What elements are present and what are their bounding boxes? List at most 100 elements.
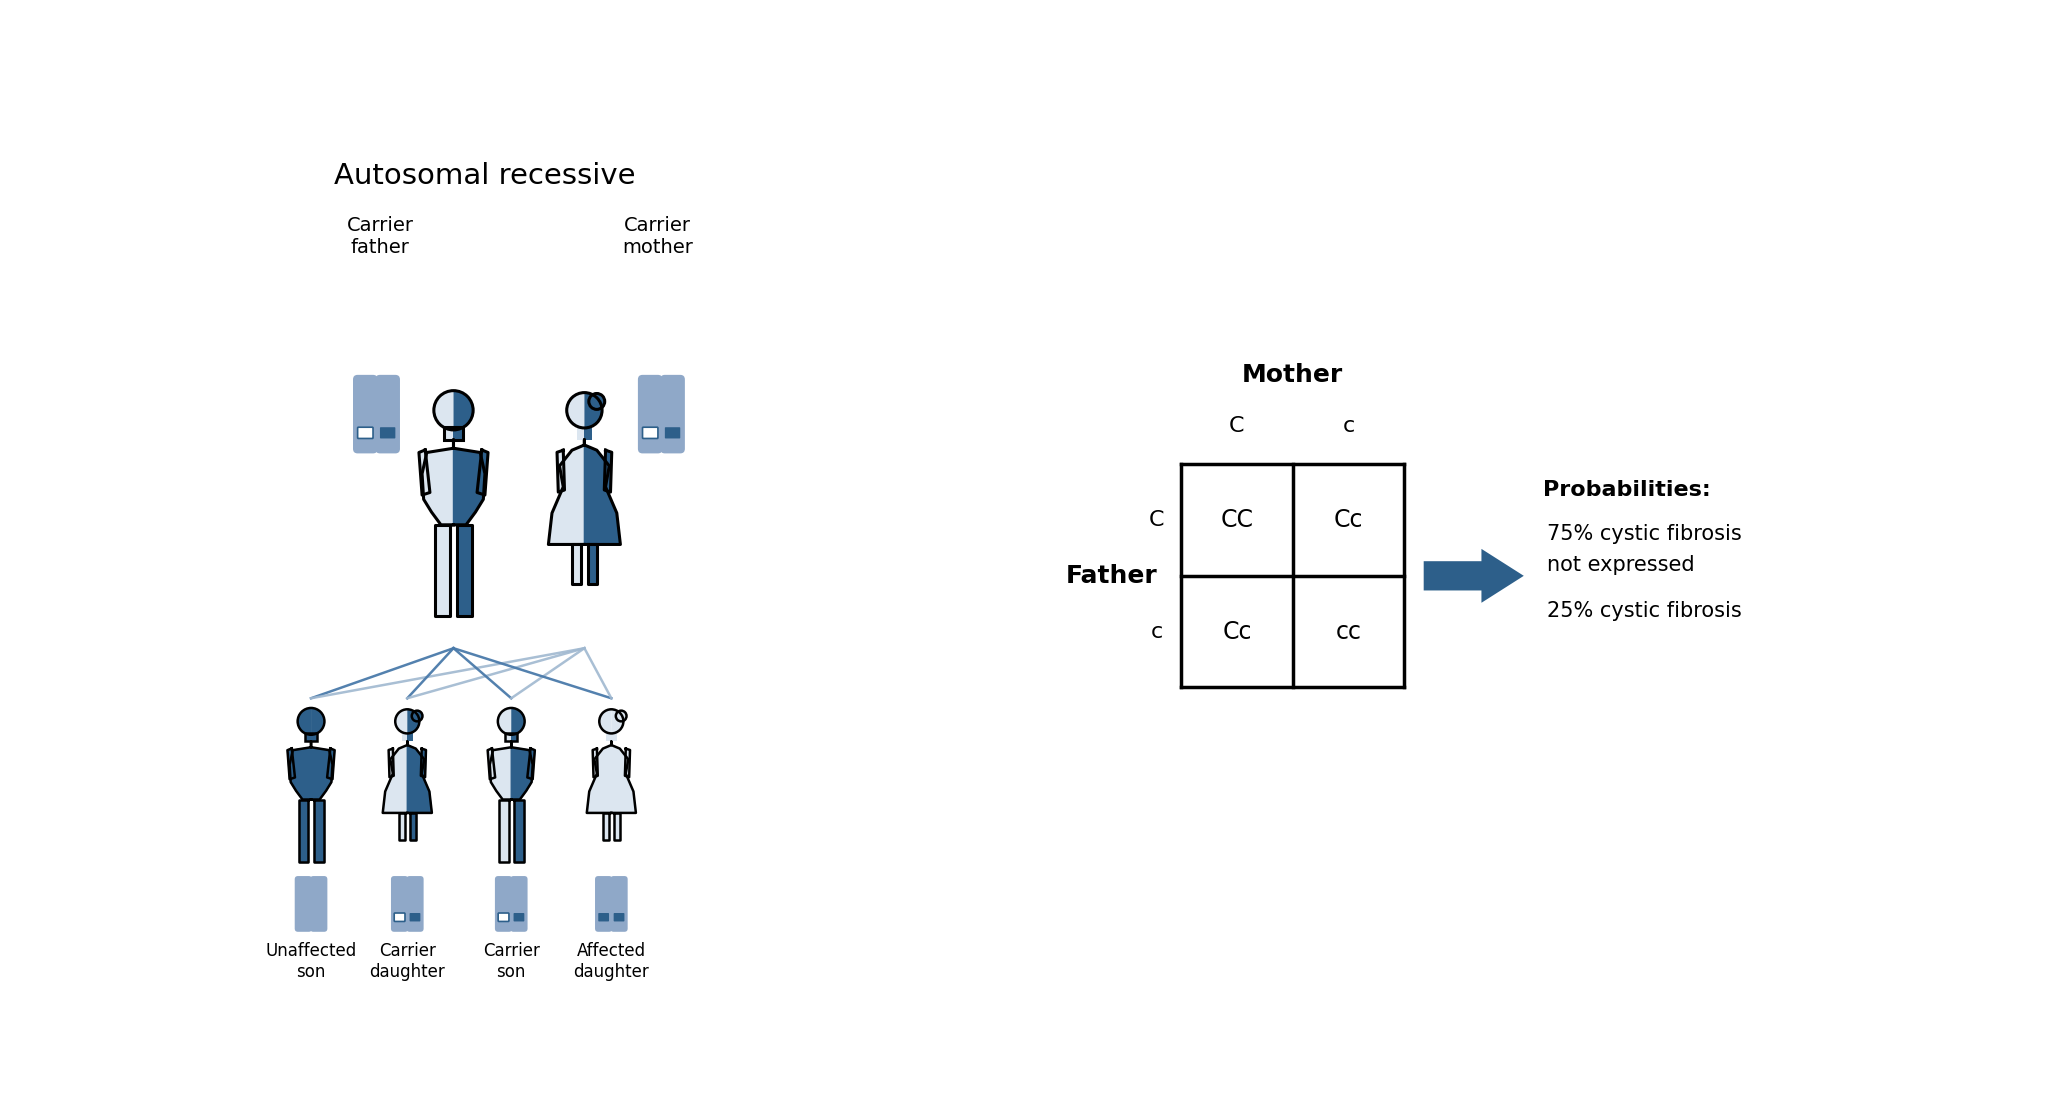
FancyBboxPatch shape (510, 876, 528, 932)
Polygon shape (612, 742, 637, 813)
Bar (454, 427, 463, 440)
Wedge shape (297, 708, 311, 735)
FancyBboxPatch shape (495, 876, 512, 932)
Polygon shape (299, 800, 309, 862)
Text: Cc: Cc (1222, 620, 1251, 643)
Wedge shape (583, 393, 602, 428)
FancyBboxPatch shape (614, 913, 624, 922)
Text: 75% cystic fibrosis: 75% cystic fibrosis (1548, 525, 1742, 545)
Wedge shape (311, 708, 323, 735)
FancyBboxPatch shape (409, 913, 420, 922)
Polygon shape (422, 440, 454, 525)
Bar (311, 733, 317, 742)
Bar (606, 733, 612, 742)
FancyBboxPatch shape (643, 427, 657, 438)
FancyBboxPatch shape (598, 913, 610, 922)
Bar (612, 733, 616, 742)
Polygon shape (383, 742, 407, 813)
Bar (444, 427, 463, 440)
Polygon shape (477, 450, 487, 495)
Text: Carrier
daughter: Carrier daughter (368, 943, 444, 981)
FancyBboxPatch shape (665, 427, 680, 438)
FancyBboxPatch shape (596, 876, 612, 932)
Text: Mother: Mother (1243, 363, 1343, 387)
Polygon shape (422, 749, 426, 777)
Text: Probabilities:: Probabilities: (1543, 479, 1711, 499)
FancyBboxPatch shape (639, 375, 663, 454)
Wedge shape (620, 711, 626, 721)
Polygon shape (399, 813, 405, 840)
Polygon shape (571, 545, 581, 583)
Polygon shape (389, 749, 393, 777)
Bar (577, 427, 583, 440)
Polygon shape (624, 749, 630, 777)
FancyBboxPatch shape (514, 913, 524, 922)
FancyBboxPatch shape (391, 876, 407, 932)
Wedge shape (590, 394, 598, 409)
Wedge shape (612, 710, 624, 733)
Bar (506, 733, 512, 742)
Wedge shape (411, 711, 418, 721)
Text: Carrier
mother: Carrier mother (622, 216, 694, 257)
Text: Affected
daughter: Affected daughter (573, 943, 649, 981)
Bar (506, 733, 518, 742)
Polygon shape (313, 800, 323, 862)
Bar (407, 733, 413, 742)
Text: cc: cc (1335, 620, 1361, 643)
Wedge shape (567, 393, 583, 428)
Polygon shape (587, 742, 612, 813)
Polygon shape (409, 813, 416, 840)
FancyBboxPatch shape (309, 876, 328, 932)
Text: c: c (1150, 622, 1163, 642)
Polygon shape (528, 749, 534, 780)
FancyBboxPatch shape (610, 876, 628, 932)
Wedge shape (434, 390, 454, 430)
Text: C: C (1228, 416, 1245, 436)
Text: Carrier
son: Carrier son (483, 943, 540, 981)
Text: Cc: Cc (1335, 508, 1363, 532)
FancyBboxPatch shape (352, 375, 377, 454)
Wedge shape (497, 708, 512, 735)
Polygon shape (594, 749, 598, 777)
Polygon shape (583, 440, 620, 545)
Polygon shape (614, 813, 620, 840)
Polygon shape (454, 440, 485, 525)
Text: not expressed: not expressed (1548, 554, 1695, 576)
Text: C: C (1148, 510, 1165, 530)
Text: Father: Father (1066, 563, 1159, 588)
Bar (444, 427, 454, 440)
Bar (512, 733, 518, 742)
FancyArrow shape (1425, 549, 1523, 603)
Polygon shape (514, 800, 524, 862)
Polygon shape (604, 813, 610, 840)
Wedge shape (598, 394, 604, 409)
FancyBboxPatch shape (407, 876, 424, 932)
Text: 25% cystic fibrosis: 25% cystic fibrosis (1548, 601, 1742, 621)
Wedge shape (616, 711, 620, 721)
Bar (305, 733, 311, 742)
Polygon shape (512, 742, 532, 800)
Wedge shape (600, 710, 612, 733)
Polygon shape (549, 440, 583, 545)
Polygon shape (289, 742, 311, 800)
FancyBboxPatch shape (497, 913, 510, 922)
Bar (583, 427, 592, 440)
Bar (305, 733, 317, 742)
Wedge shape (395, 710, 407, 733)
Polygon shape (311, 742, 332, 800)
Polygon shape (499, 800, 508, 862)
FancyBboxPatch shape (375, 375, 399, 454)
Polygon shape (287, 749, 295, 780)
Polygon shape (407, 742, 432, 813)
Wedge shape (454, 390, 473, 430)
Polygon shape (587, 545, 598, 583)
Text: Autosomal recessive: Autosomal recessive (334, 162, 635, 191)
Polygon shape (604, 450, 612, 492)
Polygon shape (420, 450, 430, 495)
FancyBboxPatch shape (295, 876, 311, 932)
FancyBboxPatch shape (661, 375, 686, 454)
Polygon shape (487, 749, 495, 780)
FancyBboxPatch shape (395, 913, 405, 922)
Wedge shape (512, 708, 524, 735)
Polygon shape (328, 749, 334, 780)
